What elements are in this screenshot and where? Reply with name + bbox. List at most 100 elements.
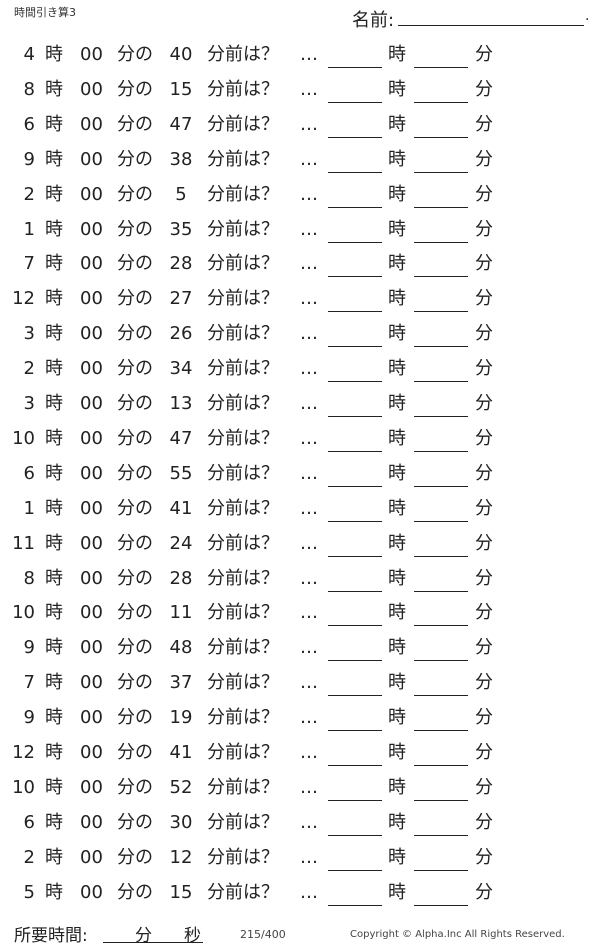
minutes-before-label: 分前は？ (207, 288, 279, 310)
time-required-label: 所要時間: (14, 926, 88, 946)
problem-row: 10 時 00 分の 11 分前は？ … 時 分 (0, 598, 600, 628)
problem-minutes: 12 (169, 846, 193, 868)
problem-minutes: 41 (169, 497, 193, 519)
answer-hour-field[interactable] (328, 136, 382, 138)
answer-hour-field[interactable] (328, 869, 382, 871)
answer-minute-field[interactable] (414, 834, 468, 836)
answer-hour-field[interactable] (328, 416, 382, 417)
answer-hour-field[interactable] (328, 555, 382, 557)
answer-minute-field[interactable] (414, 869, 468, 871)
answer-minute-field[interactable] (414, 171, 468, 173)
minute-of-label: 分の (117, 323, 153, 345)
problem-row: 3 時 00 分の 13 分前は？… 時分 (0, 389, 600, 419)
answer-minute-field[interactable] (414, 311, 468, 313)
answer-minute-field[interactable] (414, 904, 468, 906)
answer-minute-field[interactable] (414, 765, 468, 766)
answer-hour-field[interactable] (328, 276, 382, 278)
answer-hour-field[interactable] (328, 695, 382, 697)
answer-hour-field[interactable] (328, 171, 382, 173)
answer-hour-field[interactable] (328, 590, 382, 592)
answer-hour-unit: 時 (388, 218, 406, 240)
minute-of-label: 分の (117, 742, 153, 763)
answer-minute-field[interactable] (414, 101, 468, 103)
hour-unit: 時 (45, 532, 63, 554)
hour-unit: 時 (45, 427, 63, 449)
answer-minute-field[interactable] (414, 67, 468, 68)
answer-hour-unit: 時 (388, 393, 406, 414)
name-field[interactable] (398, 25, 584, 26)
minute-of-label: 分の (117, 218, 153, 240)
answer-minute-field[interactable] (414, 799, 468, 801)
zero-minutes: 00 (80, 637, 103, 659)
answer-minute-field[interactable] (414, 241, 468, 243)
answer-hour-unit: 時 (388, 846, 406, 868)
answer-minute-unit: 分 (475, 427, 493, 449)
problem-hour: 9 (23, 637, 35, 659)
answer-hour-field[interactable] (328, 381, 382, 383)
problem-row: 9 時 00 分の 19 分前は？… 時分 (0, 703, 600, 733)
answer-minute-unit: 分 (475, 776, 493, 798)
zero-minutes: 00 (80, 183, 103, 205)
hour-unit: 時 (45, 323, 63, 345)
ellipsis: … (300, 776, 318, 798)
ellipsis: … (300, 183, 318, 205)
answer-minute-field[interactable] (414, 485, 468, 487)
answer-hour-field[interactable] (328, 799, 382, 801)
time-minute-unit: 分 (135, 926, 152, 946)
answer-hour-field[interactable] (328, 765, 382, 766)
hour-unit: 時 (45, 148, 63, 170)
minute-of-label: 分の (117, 148, 153, 170)
minute-of-label: 分の (117, 776, 153, 798)
answer-hour-field[interactable] (328, 311, 382, 313)
problem-hour: 2 (23, 183, 35, 205)
answer-minute-field[interactable] (414, 520, 468, 522)
zero-minutes: 00 (80, 253, 103, 275)
answer-hour-field[interactable] (328, 67, 382, 68)
problem-row: 12 時 00 分の 41 分前は？ … 時 分 (0, 738, 600, 768)
answer-hour-field[interactable] (328, 520, 382, 522)
minute-of-label: 分の (117, 253, 153, 275)
answer-minute-field[interactable] (414, 625, 468, 627)
problem-hour: 11 (12, 532, 35, 554)
answer-minute-field[interactable] (414, 276, 468, 278)
answer-hour-field[interactable] (328, 206, 382, 208)
answer-minute-field[interactable] (414, 136, 468, 138)
answer-minute-field[interactable] (414, 206, 468, 208)
problem-minutes: 19 (169, 707, 193, 729)
answer-hour-field[interactable] (328, 101, 382, 103)
answer-minute-field[interactable] (414, 450, 468, 452)
answer-hour-field[interactable] (328, 660, 382, 662)
problem-hour: 9 (23, 707, 35, 729)
answer-hour-field[interactable] (328, 450, 382, 452)
answer-minute-field[interactable] (414, 416, 468, 417)
answer-minute-field[interactable] (414, 381, 468, 383)
answer-hour-field[interactable] (328, 241, 382, 243)
answer-minute-field[interactable] (414, 346, 468, 348)
answer-hour-field[interactable] (328, 346, 382, 348)
minute-of-label: 分の (117, 846, 153, 868)
hour-unit: 時 (45, 358, 63, 380)
minute-of-label: 分の (117, 811, 153, 833)
answer-minute-unit: 分 (475, 218, 493, 240)
answer-hour-field[interactable] (328, 485, 382, 487)
answer-minute-field[interactable] (414, 555, 468, 557)
problem-minutes: 28 (169, 567, 193, 589)
answer-minute-field[interactable] (414, 730, 468, 732)
answer-hour-field[interactable] (328, 904, 382, 906)
answer-minute-field[interactable] (414, 590, 468, 592)
answer-hour-field[interactable] (328, 730, 382, 732)
minutes-before-label: 分前は？ (207, 44, 279, 65)
hour-unit: 時 (45, 846, 63, 868)
answer-hour-field[interactable] (328, 834, 382, 836)
answer-minute-field[interactable] (414, 660, 468, 662)
minutes-before-label: 分前は？ (207, 148, 279, 170)
problem-hour: 6 (23, 113, 35, 135)
answer-hour-field[interactable] (328, 625, 382, 627)
zero-minutes: 00 (80, 532, 103, 554)
minutes-before-label: 分前は？ (207, 707, 279, 729)
time-required-field[interactable] (103, 942, 203, 943)
zero-minutes: 00 (80, 742, 103, 763)
problem-hour: 9 (23, 148, 35, 170)
problem-minutes: 40 (169, 44, 193, 65)
answer-minute-field[interactable] (414, 695, 468, 697)
